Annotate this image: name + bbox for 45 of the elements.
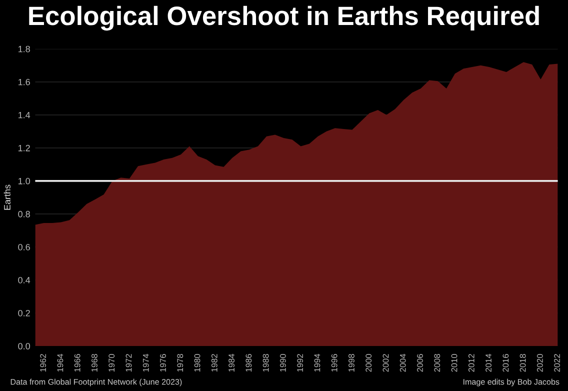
x-tick-label: 1992	[297, 354, 304, 372]
y-tick-label: 1.6	[18, 78, 30, 86]
x-tick-label: 2016	[502, 354, 509, 372]
y-tick-label: 1.2	[18, 144, 30, 152]
x-tick-label: 1972	[126, 354, 132, 372]
x-tick-label: 1970	[108, 354, 115, 372]
x-tick-label: 1994	[314, 354, 320, 372]
x-tick-label: 2014	[486, 354, 492, 372]
x-tick-label: 1964	[57, 354, 64, 372]
x-tick-label: 2020	[536, 354, 543, 372]
x-tick-label: 2002	[382, 354, 389, 372]
x-tick-label: 2004	[400, 354, 406, 372]
x-tick-label: 1980	[194, 354, 200, 372]
y-tick-label: 1.4	[18, 112, 30, 118]
x-tick-label: 1988	[262, 354, 269, 372]
x-tick-label: 1996	[331, 354, 338, 372]
chart-title: Ecological Overshoot in Earths Required	[29, 6, 539, 31]
x-tick-label: 2018	[520, 354, 526, 372]
x-tick-label: 1976	[160, 354, 166, 372]
x-tick-label: 2012	[468, 354, 474, 372]
y-tick-label: 0.6	[18, 244, 30, 250]
y-tick-label: 0.2	[18, 310, 30, 316]
y-tick-label: 1.0	[18, 178, 30, 184]
text: Data from Global Footprint Network (June 2023)	[10, 378, 182, 386]
x-tick-label: 1984	[228, 354, 234, 372]
text: Image edits by Bob Jacobs	[464, 378, 560, 386]
y-tick-label: 0.4	[18, 276, 30, 284]
x-tick-label: 2022	[554, 354, 560, 372]
x-tick-label: 2006	[417, 354, 423, 372]
x-tick-label: 1966	[74, 354, 80, 372]
x-tick-label: 2008	[434, 354, 440, 372]
y-tick-label: 1.8	[18, 46, 30, 52]
y-tick-label: 0.0	[18, 343, 30, 350]
x-tick-label: 1968	[92, 354, 98, 372]
x-tick-label: 1990	[280, 354, 286, 372]
x-tick-label: 1982	[211, 354, 218, 372]
x-tick-label: 1962	[40, 354, 46, 372]
y-tick-label: 0.8	[18, 210, 30, 218]
x-tick-label: 1986	[246, 354, 252, 372]
x-tick-label: 2010	[451, 354, 458, 372]
y-axis-title: Earths	[4, 184, 10, 210]
x-tick-label: 1998	[348, 354, 354, 372]
x-tick-label: 2000	[366, 354, 372, 372]
x-tick-label: 1978	[177, 354, 184, 372]
x-tick-label: 1974	[142, 354, 149, 372]
